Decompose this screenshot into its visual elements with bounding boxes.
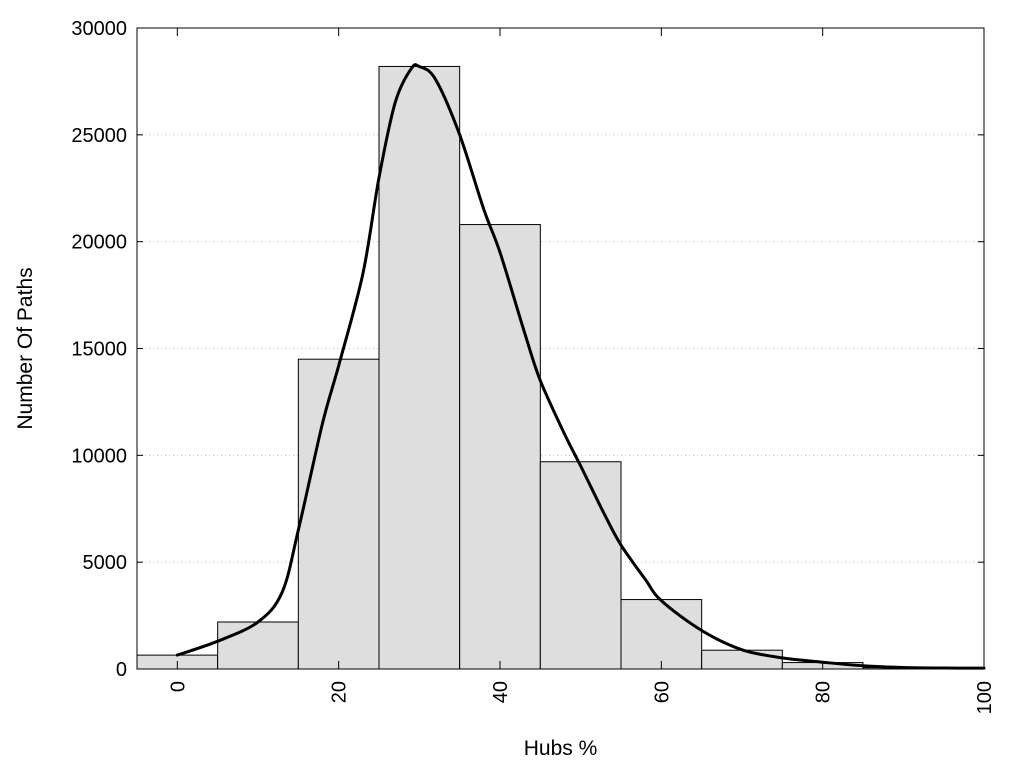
y-tick-label: 20000 xyxy=(71,232,127,254)
x-tick-label: 20 xyxy=(329,681,351,703)
histogram-bar xyxy=(701,649,783,670)
histogram-bar xyxy=(459,224,541,670)
x-axis-title: Hubs % xyxy=(524,737,598,760)
density-curve-layer xyxy=(175,63,986,670)
x-tick-label: 60 xyxy=(651,681,673,703)
histogram-bars xyxy=(136,65,945,670)
y-tick-label: 15000 xyxy=(71,339,127,361)
x-tick-label: 80 xyxy=(813,681,835,703)
y-tick-label: 30000 xyxy=(71,18,127,40)
histogram-bar xyxy=(297,358,380,670)
y-tick-label: 10000 xyxy=(71,445,127,467)
y-tick-label: 0 xyxy=(116,659,127,681)
x-axis-ticks: 0 20 40 60 80 100 xyxy=(167,28,996,714)
y-axis-ticks: 0 5000 10000 15000 20000 25000 30000 xyxy=(71,18,984,681)
x-tick-label: 100 xyxy=(974,681,996,714)
histogram-bar xyxy=(539,461,622,670)
histogram-bar xyxy=(378,65,461,670)
y-tick-label: 5000 xyxy=(83,552,128,574)
x-tick-label: 40 xyxy=(490,681,512,703)
density-curve xyxy=(175,63,986,670)
histogram-bar xyxy=(217,621,299,670)
y-tick-label: 25000 xyxy=(71,125,127,147)
histogram-bar xyxy=(620,599,703,670)
x-tick-label: 0 xyxy=(167,681,189,692)
y-axis-title: Number Of Paths xyxy=(14,267,37,429)
